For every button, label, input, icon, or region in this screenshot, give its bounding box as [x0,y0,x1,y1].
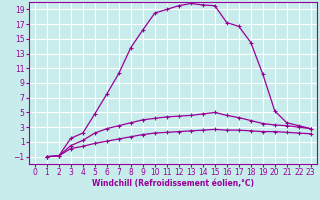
X-axis label: Windchill (Refroidissement éolien,°C): Windchill (Refroidissement éolien,°C) [92,179,254,188]
